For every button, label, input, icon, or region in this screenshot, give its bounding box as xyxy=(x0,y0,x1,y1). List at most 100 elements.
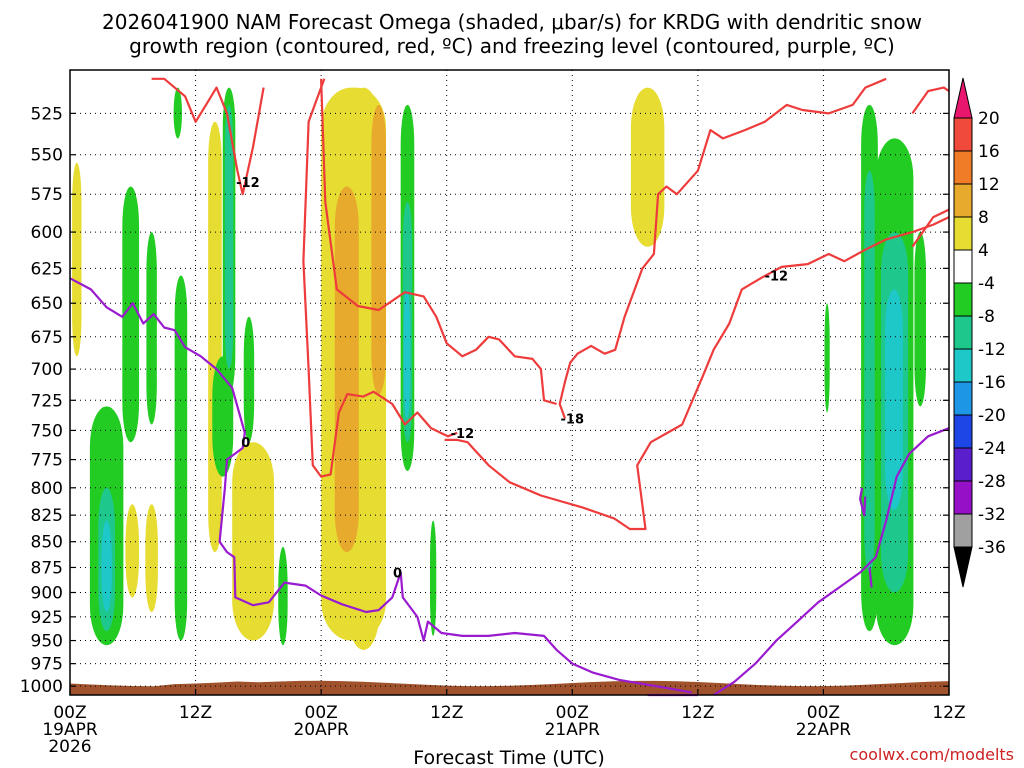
omega-region-6 xyxy=(125,504,140,598)
x-tick-label-72-1: 22APR xyxy=(796,720,852,740)
y-tick-label-575: 575 xyxy=(31,185,63,205)
colorbar-label-8: -16 xyxy=(978,373,1006,393)
omega-region-32 xyxy=(914,232,926,407)
omega-region-26 xyxy=(824,303,830,413)
y-tick-label-800: 800 xyxy=(31,479,63,499)
y-tick-label-850: 850 xyxy=(31,533,63,553)
y-tick-label-600: 600 xyxy=(31,223,63,243)
x-tick-label-84-0: 12Z xyxy=(932,703,965,723)
omega-region-31 xyxy=(885,289,903,510)
freezing-level-contour-0 xyxy=(69,277,692,694)
y-tick-label-525: 525 xyxy=(31,104,63,124)
dgz-contour-1 xyxy=(302,78,458,478)
y-tick-label-775: 775 xyxy=(31,451,63,471)
omega-region-19 xyxy=(243,316,255,443)
x-tick-label-72-0: 00Z xyxy=(807,703,840,723)
colorbar-label-4: 4 xyxy=(978,241,989,261)
x-tick-label-48-0: 00Z xyxy=(556,703,589,723)
dgz-contour-2 xyxy=(320,78,557,406)
omega-region-12 xyxy=(101,520,112,613)
freezing-level-contour-4 xyxy=(868,567,873,588)
colorbar-segment-11 xyxy=(953,447,973,482)
omega-region-15 xyxy=(174,275,188,641)
x-axis-label: Forecast Time (UTC) xyxy=(413,747,604,768)
terrain-polygon xyxy=(70,680,949,695)
omega-region-9 xyxy=(630,87,665,247)
colorbar-segment-3 xyxy=(953,183,973,218)
dgz-contour-6 xyxy=(911,86,950,115)
colorbar-label-7: -12 xyxy=(978,340,1006,360)
y-tick-label-825: 825 xyxy=(31,506,63,526)
colorbar-segment-13 xyxy=(953,513,973,548)
colorbar-label-9: -20 xyxy=(978,406,1006,426)
contour-label-4: 0 xyxy=(241,436,250,451)
dgz-contour-3 xyxy=(558,77,887,419)
credit-text: coolwx.com/modelts xyxy=(850,745,1014,764)
omega-region-13 xyxy=(122,186,140,443)
freezing-level-contour-3 xyxy=(859,487,867,517)
omega-region-28 xyxy=(864,170,875,573)
colorbar-segment-1 xyxy=(953,117,973,152)
omega-region-25 xyxy=(429,520,437,636)
x-tick-label-24-0: 00Z xyxy=(305,703,338,723)
colorbar-label-6: -8 xyxy=(978,307,995,327)
contour-label-5: 0 xyxy=(393,567,402,582)
colorbar-label-2: 12 xyxy=(978,175,1000,195)
colorbar-segment-7 xyxy=(953,315,973,350)
chart-title-line-1: 2026041900 NAM Forecast Omega (shaded, μ… xyxy=(102,10,922,34)
colorbar-segment-10 xyxy=(953,414,973,449)
colorbar-segment-9 xyxy=(953,381,973,416)
colorbar-segment-4 xyxy=(953,216,973,251)
omega-region-18 xyxy=(224,104,234,370)
omega-shading xyxy=(72,87,926,650)
colorbar-label-3: 8 xyxy=(978,208,989,228)
omega-region-3 xyxy=(371,104,387,395)
x-tick-label-24-1: 20APR xyxy=(293,720,349,740)
omega-region-4 xyxy=(232,442,275,641)
y-tick-label-650: 650 xyxy=(31,294,63,314)
contours: -12 -12 -18 -12 0 0 xyxy=(69,77,950,697)
x-tick-label-48-1: 21APR xyxy=(545,720,601,740)
colorbar: 20 16 12 8 4 -4 -8 -12 -16 -20 -24 -28 -32 -36 xyxy=(953,77,1006,588)
colorbar-segment-8 xyxy=(953,348,973,383)
x-tick-label-0-0: 00Z xyxy=(53,703,86,723)
contour-label-1: -12 xyxy=(451,427,475,442)
y-tick-label-725: 725 xyxy=(31,391,63,411)
colorbar-segment-12 xyxy=(953,480,973,515)
colorbar-segment-5 xyxy=(953,249,973,284)
y-tick-label-625: 625 xyxy=(31,259,63,279)
omega-region-21 xyxy=(278,546,288,646)
x-tick-label-36-0: 12Z xyxy=(430,703,463,723)
dgz-contour-5 xyxy=(911,208,950,248)
chart-title-line-2: growth region (contoured, red, ºC) and f… xyxy=(129,34,895,58)
colorbar-top-arrow xyxy=(953,77,973,119)
colorbar-label-5: -4 xyxy=(978,274,995,294)
y-tick-label-700: 700 xyxy=(31,360,63,380)
y-tick-label-550: 550 xyxy=(31,146,63,166)
colorbar-label-10: -24 xyxy=(978,439,1006,459)
y-tick-label-900: 900 xyxy=(31,583,63,603)
terrain-fill xyxy=(70,680,949,695)
dgz-contour-4 xyxy=(444,216,950,531)
omega-region-20 xyxy=(173,87,182,139)
omega-region-24 xyxy=(403,289,411,419)
colorbar-label-12: -32 xyxy=(978,505,1006,525)
freezing-level-contour-2 xyxy=(713,427,950,696)
contour-label-0: -12 xyxy=(236,176,260,191)
grid-lines xyxy=(70,70,949,695)
colorbar-bottom-arrow xyxy=(953,546,973,588)
colorbar-label-0: 20 xyxy=(978,109,1000,129)
y-axis: 525 550 575 600 625 650 675 700 725 750 775 800 825 8… xyxy=(20,104,949,697)
y-tick-label-675: 675 xyxy=(31,328,63,348)
colorbar-segment-2 xyxy=(953,150,973,185)
omega-region-8 xyxy=(72,162,82,357)
y-tick-label-1000: 1000 xyxy=(20,677,63,697)
y-tick-label-925: 925 xyxy=(31,608,63,628)
colorbar-label-13: -36 xyxy=(978,538,1006,558)
plot-frame xyxy=(69,69,950,696)
contour-label-2: -18 xyxy=(561,412,585,427)
y-tick-label-975: 975 xyxy=(31,655,63,675)
colorbar-label-1: 16 xyxy=(978,142,1000,162)
